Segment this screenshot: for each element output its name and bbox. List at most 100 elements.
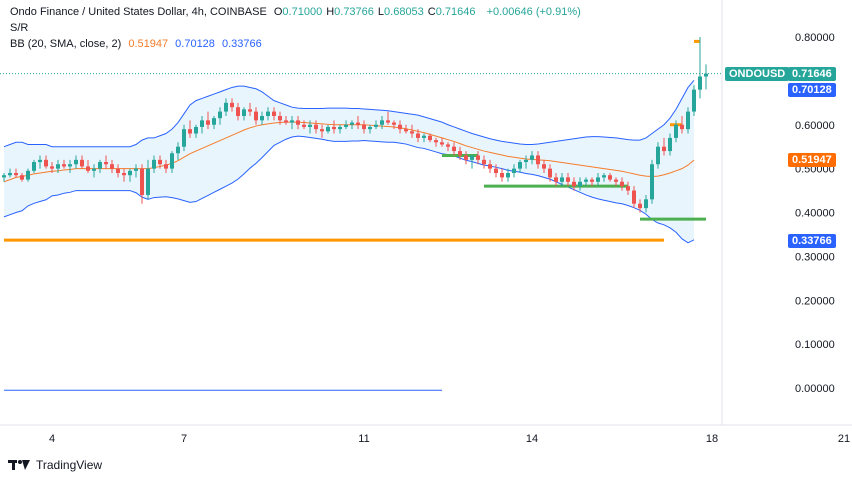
sr-label: S/R — [10, 22, 29, 34]
candle — [290, 115, 294, 130]
candle-body — [422, 135, 426, 138]
candle — [488, 159, 492, 174]
candle — [38, 155, 42, 169]
ohlc-key-h: H — [326, 6, 335, 18]
candle-body — [572, 181, 576, 187]
candle-body — [476, 155, 480, 160]
last-price-tag: 0.71646 — [788, 67, 836, 81]
candle — [440, 137, 444, 147]
candle-body — [86, 166, 90, 171]
candle-body — [518, 162, 522, 169]
candle — [602, 173, 606, 182]
candle-body — [410, 131, 414, 134]
candle — [542, 159, 546, 174]
time-axis[interactable]: 4 7 11 14 18 21 — [49, 433, 850, 445]
price-tick-label: 0.00000 — [795, 383, 835, 395]
sr-indicator-legend[interactable]: S/R — [10, 20, 32, 36]
candle — [230, 98, 234, 112]
candle-body — [314, 124, 318, 130]
candle-body — [26, 170, 30, 180]
candle-body — [104, 162, 108, 165]
candle — [518, 159, 522, 174]
candle-body — [650, 164, 654, 200]
brand-name: TradingView — [36, 458, 103, 472]
candle-body — [704, 73, 708, 77]
candle — [590, 177, 594, 187]
candle-body — [488, 164, 492, 169]
candle — [548, 164, 552, 182]
candle — [194, 124, 198, 138]
bb-lower-value: 0.33766 — [221, 38, 262, 50]
candle-body — [470, 155, 474, 160]
candle — [608, 173, 612, 182]
price-tick-label: 0.60000 — [795, 120, 835, 132]
candle — [572, 177, 576, 191]
price-tick-label: 0.80000 — [795, 32, 835, 44]
candle — [446, 142, 450, 152]
candle — [536, 151, 540, 169]
bb-indicator-legend[interactable]: BB (20, SMA, close, 2) 0.51947 0.70128 0… — [10, 36, 266, 52]
candle-body — [242, 109, 246, 116]
bb-lower-line — [3, 135, 695, 244]
candle-body — [230, 102, 234, 108]
chart-grid — [0, 0, 852, 426]
candle — [278, 111, 282, 125]
candle-body — [446, 144, 450, 147]
candle — [350, 120, 354, 130]
candle-body — [404, 129, 408, 132]
candle — [236, 102, 240, 121]
candle-body — [290, 120, 294, 123]
time-tick-label: 7 — [181, 433, 187, 445]
candle-body — [332, 126, 336, 130]
candle — [152, 155, 156, 174]
candlesticks[interactable] — [2, 37, 708, 213]
support-resistance-levels — [4, 39, 706, 391]
candle-body — [668, 137, 672, 152]
candle-body — [272, 111, 276, 116]
candle — [452, 142, 456, 156]
candle-body — [206, 120, 210, 125]
candle-body — [608, 175, 612, 180]
bb-label: BB (20, SMA, close, 2) — [10, 38, 122, 50]
candle-body — [542, 164, 546, 169]
candle-body — [2, 175, 6, 178]
candle — [410, 124, 414, 138]
candle-body — [320, 129, 324, 132]
candle-body — [368, 126, 372, 130]
candle — [506, 168, 510, 182]
bb-upper-line — [3, 79, 695, 148]
candle-body — [680, 124, 684, 130]
candle — [44, 155, 48, 169]
candle-body — [674, 124, 678, 138]
candle — [494, 164, 498, 178]
candle — [344, 120, 348, 130]
candle — [464, 151, 468, 165]
candle-body — [434, 140, 438, 143]
candle — [626, 181, 630, 195]
candle-body — [524, 159, 528, 163]
candle-body — [128, 170, 132, 176]
candle-body — [212, 118, 216, 125]
candle — [242, 107, 246, 121]
candle — [566, 173, 570, 187]
candle — [92, 164, 96, 178]
candle — [254, 107, 258, 125]
candle — [596, 173, 600, 187]
candle-body — [656, 146, 660, 165]
candle — [380, 115, 384, 130]
candle-body — [530, 155, 534, 160]
candle-body — [74, 159, 78, 165]
candle-body — [326, 126, 330, 132]
candle — [458, 146, 462, 160]
candle-body — [224, 102, 228, 112]
tradingview-logo[interactable]: TradingView — [8, 458, 102, 472]
candle — [620, 177, 624, 191]
bb-basis-tag: 0.51947 — [788, 153, 836, 167]
ohlc-value-l: 0.68053 — [384, 6, 424, 18]
candle — [98, 159, 102, 174]
candle — [206, 111, 210, 130]
candle-body — [8, 173, 12, 176]
price-axis[interactable]: 0.800000.600000.500000.400000.300000.200… — [795, 32, 835, 395]
price-tick-label: 0.20000 — [795, 295, 835, 307]
